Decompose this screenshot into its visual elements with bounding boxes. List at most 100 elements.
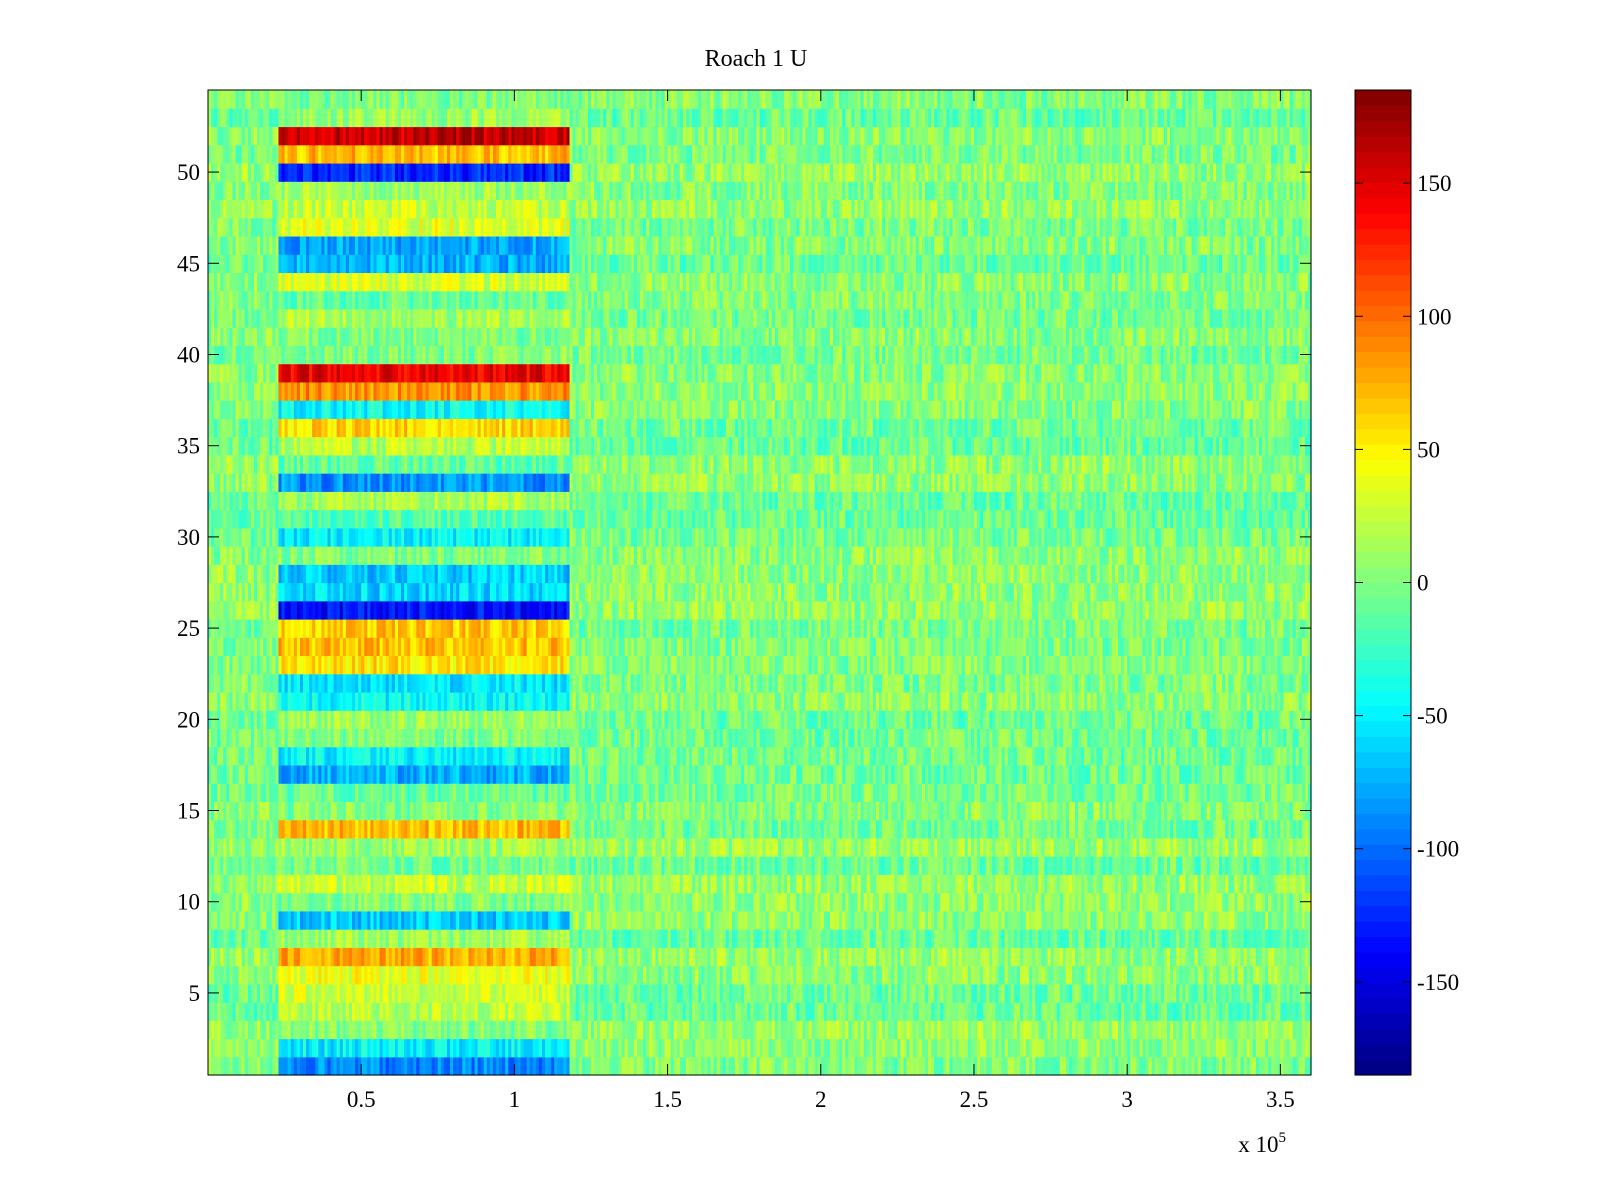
heatmap-cell	[1225, 983, 1229, 1003]
heatmap-cell	[888, 837, 892, 857]
heatmap-cell	[1078, 1056, 1082, 1076]
heatmap-cell	[1206, 837, 1211, 857]
heatmap-cell	[869, 837, 874, 857]
heatmap-cell	[541, 947, 546, 967]
heatmap-cell	[1274, 837, 1278, 857]
heatmap-cell	[839, 929, 843, 948]
heatmap-cell	[355, 965, 359, 985]
heatmap-cell	[1188, 856, 1193, 875]
heatmap-cell	[640, 965, 644, 985]
heatmap-cell	[955, 837, 960, 857]
heatmap-cell	[1274, 910, 1278, 930]
heatmap-cell	[649, 1002, 653, 1021]
heatmap-cell	[805, 874, 810, 894]
heatmap-cell	[1142, 929, 1147, 948]
heatmap-cell	[909, 983, 914, 1003]
heatmap-cell	[275, 1056, 280, 1076]
heatmap-cell	[885, 837, 889, 857]
heatmap-cell	[327, 856, 332, 875]
heatmap-cell	[618, 929, 623, 948]
heatmap-cell	[1170, 1038, 1174, 1058]
heatmap-cell	[1228, 856, 1232, 875]
heatmap-cell	[1252, 929, 1257, 948]
heatmap-cell	[1050, 856, 1055, 875]
heatmap-cell	[894, 837, 898, 857]
heatmap-cell	[725, 1002, 730, 1021]
heatmap-cell	[710, 965, 715, 985]
heatmap-cell	[474, 874, 479, 894]
heatmap-cell	[1176, 856, 1180, 875]
heatmap-cell	[1246, 1002, 1251, 1021]
heatmap-cell	[903, 837, 908, 857]
heatmap-cell	[1044, 947, 1049, 967]
heatmap-cell	[1038, 983, 1042, 1003]
heatmap-cell	[211, 837, 215, 857]
heatmap-cell	[817, 965, 822, 985]
heatmap-cell	[1252, 965, 1257, 985]
heatmap-cell	[1096, 929, 1101, 948]
heatmap-cell	[1292, 837, 1297, 857]
heatmap-cell	[1133, 965, 1137, 985]
heatmap-cell	[532, 947, 537, 967]
heatmap-cell	[1004, 910, 1009, 930]
heatmap-cell	[1249, 910, 1254, 930]
heatmap-cell	[1007, 874, 1012, 894]
heatmap-cell	[312, 1038, 316, 1058]
heatmap-cell	[566, 892, 571, 912]
heatmap-cell	[459, 892, 463, 912]
heatmap-cell	[391, 837, 396, 857]
heatmap-cell	[875, 1020, 880, 1040]
heatmap-cell	[1179, 910, 1183, 930]
heatmap-cell	[1154, 1002, 1159, 1021]
heatmap-cell	[649, 947, 653, 967]
heatmap-cell	[281, 1056, 286, 1076]
heatmap-cell	[1292, 947, 1297, 967]
heatmap-cell	[511, 874, 515, 894]
heatmap-cell	[1255, 1020, 1260, 1040]
heatmap-cell	[774, 1056, 779, 1076]
heatmap-cell	[211, 1056, 215, 1076]
heatmap-cell	[759, 1002, 764, 1021]
heatmap-cell	[664, 947, 669, 967]
heatmap-cell	[545, 947, 549, 967]
heatmap-cell	[465, 837, 470, 857]
heatmap-cell	[759, 874, 764, 894]
heatmap-cell	[839, 1020, 843, 1040]
heatmap-cell	[967, 929, 972, 948]
heatmap-cell	[1139, 892, 1144, 912]
heatmap-cell	[627, 837, 632, 857]
heatmap-cell	[903, 929, 908, 948]
heatmap-cell	[1004, 1020, 1009, 1040]
heatmap-cell	[1026, 874, 1030, 894]
heatmap-cell	[560, 1038, 565, 1058]
heatmap-cell	[361, 910, 365, 930]
heatmap-cell	[1096, 910, 1101, 930]
heatmap-cell	[315, 837, 319, 857]
heatmap-cell	[934, 874, 938, 894]
heatmap-cell	[572, 1020, 577, 1040]
heatmap-cell	[774, 856, 779, 875]
heatmap-cell	[652, 874, 656, 894]
heatmap-cell	[790, 837, 794, 857]
heatmap-cell	[352, 1056, 356, 1076]
heatmap-cell	[587, 1056, 592, 1076]
heatmap-cell	[223, 892, 227, 912]
heatmap-cell	[1228, 1038, 1232, 1058]
heatmap-cell	[851, 837, 856, 857]
heatmap-cell	[1130, 983, 1134, 1003]
heatmap-cell	[269, 1002, 273, 1021]
heatmap-cell	[422, 929, 427, 948]
heatmap-cell	[928, 929, 932, 948]
heatmap-cell	[682, 874, 687, 894]
heatmap-cell	[866, 874, 871, 894]
heatmap-cell	[272, 1056, 276, 1076]
heatmap-cell	[1007, 929, 1012, 948]
heatmap-cell	[584, 1038, 589, 1058]
heatmap-cell	[1068, 1020, 1073, 1040]
heatmap-cell	[590, 929, 595, 948]
heatmap-cell	[894, 947, 898, 967]
heatmap-cell	[1188, 929, 1193, 948]
heatmap-cell	[505, 837, 509, 857]
heatmap-cell	[505, 856, 509, 875]
heatmap-cell	[526, 856, 531, 875]
